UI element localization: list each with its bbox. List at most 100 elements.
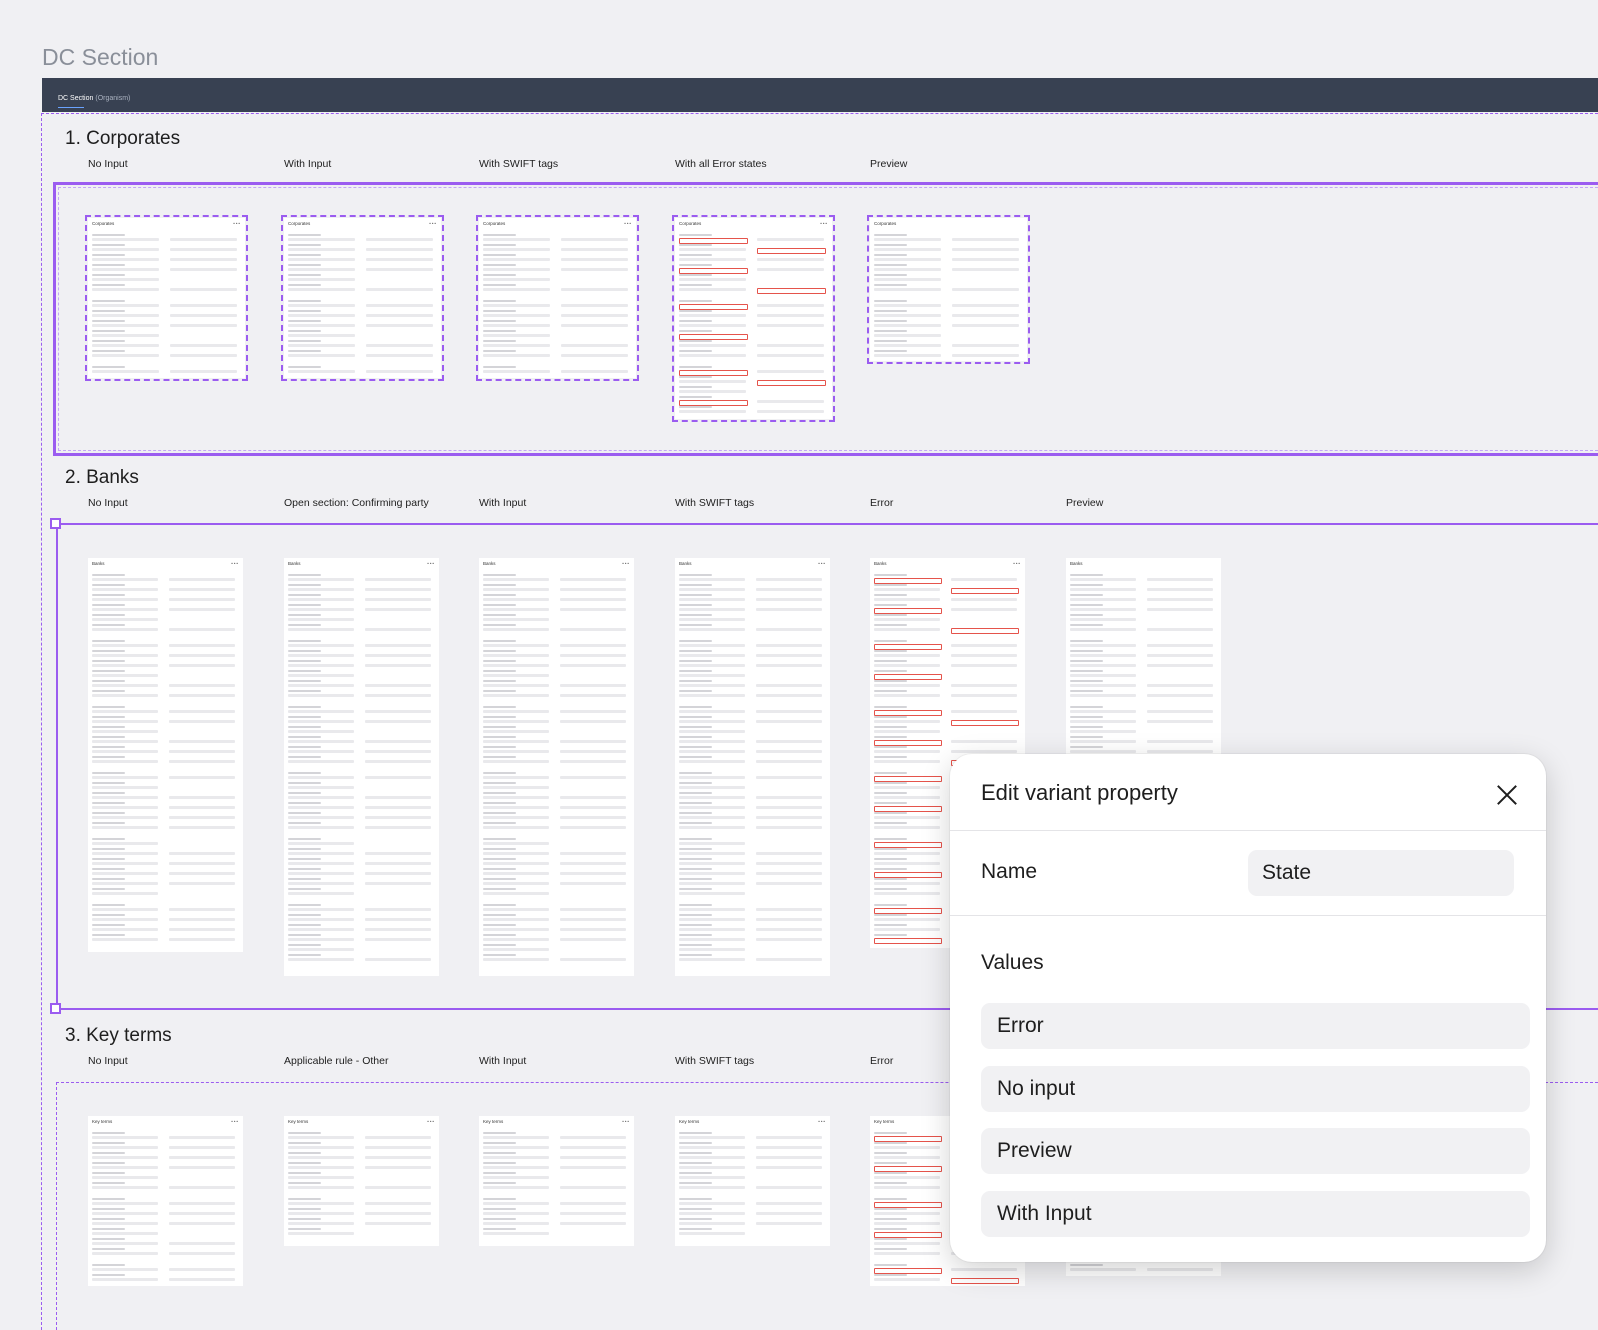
thumbnail-field — [951, 344, 1019, 347]
thumbnail-field — [168, 938, 235, 941]
thumbnail-field — [288, 1166, 354, 1169]
variant-thumbnail[interactable]: Key terms ••• — [284, 1116, 439, 1246]
variant-thumbnail[interactable]: Corporates — [867, 215, 1030, 364]
variant-thumbnail[interactable]: Corporates ••• — [85, 215, 248, 381]
thumbnail-field — [168, 654, 235, 657]
thumbnail-field-label — [288, 1152, 321, 1154]
thumbnail-field-label — [679, 1162, 712, 1164]
thumbnail-field — [92, 1212, 158, 1215]
thumbnail-field — [679, 588, 745, 591]
thumbnail-field-label — [92, 234, 125, 236]
value-item-no-input[interactable]: No input — [981, 1066, 1530, 1112]
thumbnail-field — [483, 618, 549, 621]
thumbnail-field — [874, 1278, 940, 1281]
thumbnail-field-label — [288, 1162, 321, 1164]
variant-thumbnail[interactable]: Key terms ••• — [675, 1116, 830, 1246]
thumbnail-field — [874, 842, 942, 848]
column-label: No Input — [88, 1055, 128, 1067]
thumbnail-field — [559, 862, 626, 865]
variant-thumbnail[interactable]: Key terms ••• — [479, 1116, 634, 1246]
thumbnail-field — [92, 674, 158, 677]
corporates-variant-group[interactable] — [53, 182, 1598, 456]
value-item-preview[interactable]: Preview — [981, 1128, 1530, 1174]
thumbnail-field-label — [679, 706, 712, 708]
thumbnail-field — [559, 1136, 626, 1139]
thumbnail-field-label — [288, 300, 321, 302]
thumbnail-field-label — [483, 904, 516, 906]
variant-thumbnail[interactable]: Corporates ••• — [476, 215, 639, 381]
thumbnail-field-label — [874, 264, 907, 266]
thumbnail-field-label — [288, 244, 321, 246]
thumbnail-field — [483, 314, 550, 317]
thumbnail-field-label — [483, 838, 516, 840]
thumbnail-field — [756, 400, 824, 403]
thumbnail-field-label — [92, 1238, 125, 1240]
thumbnail-field — [1146, 664, 1213, 667]
thumbnail-field — [288, 918, 354, 921]
thumbnail-field — [679, 278, 746, 281]
thumbnail-field — [288, 740, 354, 743]
variant-thumbnail[interactable]: Banks ••• — [284, 558, 439, 976]
thumbnail-field — [364, 608, 431, 611]
name-input[interactable] — [1248, 850, 1514, 896]
banks-variant-group[interactable] — [56, 523, 1598, 1010]
resize-handle[interactable] — [50, 518, 61, 529]
thumbnail-field — [288, 268, 355, 271]
thumbnail-field-label — [679, 772, 712, 774]
resize-handle[interactable] — [50, 1003, 61, 1014]
thumbnail-field — [288, 908, 354, 911]
thumbnail-title: Banks — [288, 561, 301, 566]
thumbnail-field — [756, 354, 824, 357]
thumbnail-field — [483, 588, 549, 591]
thumbnail-field — [755, 1212, 822, 1215]
thumbnail-field — [1146, 588, 1213, 591]
thumbnail-field-label — [1070, 726, 1103, 728]
thumbnail-field — [483, 674, 549, 677]
thumbnail-field-label — [92, 584, 125, 586]
thumbnail-field — [1070, 694, 1136, 697]
thumbnail-field-label — [483, 340, 516, 342]
thumbnail-field — [679, 730, 745, 733]
thumbnail-field-label — [288, 574, 321, 576]
variant-thumbnail[interactable]: Banks — [1066, 558, 1221, 758]
thumbnail-field-label — [483, 1162, 516, 1164]
thumbnail-field — [288, 354, 355, 357]
thumbnail-field-label — [92, 614, 125, 616]
variant-thumbnail[interactable]: Corporates ••• — [672, 215, 835, 422]
variant-thumbnail[interactable]: Key terms ••• — [88, 1116, 243, 1286]
variant-thumbnail[interactable]: Banks ••• — [88, 558, 243, 952]
thumbnail-field — [1146, 628, 1213, 631]
thumbnail-field — [1146, 684, 1213, 687]
value-item-error[interactable]: Error — [981, 1003, 1530, 1049]
thumbnail-field — [755, 796, 822, 799]
thumbnail-field-label — [92, 1274, 125, 1276]
thumbnail-field — [483, 598, 549, 601]
variant-thumbnail[interactable]: Corporates ••• — [281, 215, 444, 381]
breadcrumb-main[interactable]: DC Section — [58, 95, 94, 102]
thumbnail-field-label — [288, 1208, 321, 1210]
thumbnail-field-label — [92, 716, 125, 718]
thumbnail-field-label — [288, 772, 321, 774]
thumbnail-field — [874, 1202, 942, 1208]
variant-thumbnail[interactable]: Banks ••• — [479, 558, 634, 976]
thumbnail-field-label — [679, 1228, 712, 1230]
thumbnail-field — [169, 370, 237, 373]
thumbnail-field — [950, 684, 1017, 687]
key-terms-variant-group[interactable] — [56, 1082, 1598, 1330]
thumbnail-field — [364, 958, 431, 961]
thumbnail-field-label — [483, 614, 516, 616]
thumbnail-field-label — [92, 812, 125, 814]
thumbnail-field — [1070, 720, 1136, 723]
value-item-with-input[interactable]: With Input — [981, 1191, 1530, 1237]
tab-underline — [58, 107, 84, 108]
thumbnail-field — [364, 578, 431, 581]
close-icon[interactable] — [1492, 780, 1522, 810]
column-label: With SWIFT tags — [479, 158, 559, 170]
thumbnail-field — [560, 354, 628, 357]
variant-thumbnail[interactable]: Banks ••• — [675, 558, 830, 976]
thumbnail-field — [1146, 608, 1213, 611]
thumbnail-field-label — [92, 264, 125, 266]
thumbnail-field — [755, 1146, 822, 1149]
thumbnail-field — [559, 760, 626, 763]
column-label: With Input — [479, 497, 527, 509]
